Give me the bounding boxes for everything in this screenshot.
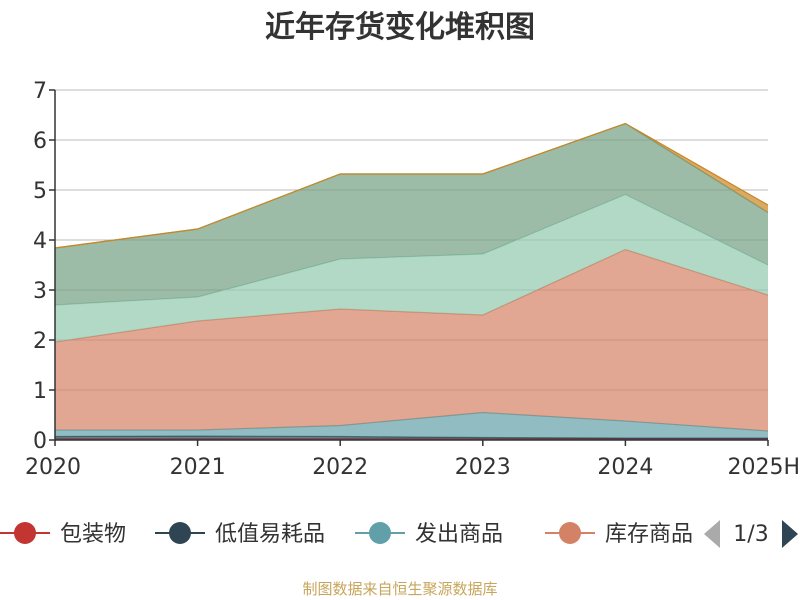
x-tick-label: 2023: [455, 455, 511, 480]
legend-label: 低值易耗品: [215, 522, 325, 547]
y-tick-label: 2: [33, 329, 47, 354]
legend-label: 发出商品: [415, 522, 503, 547]
x-tick-label: 2025H: [727, 455, 800, 480]
legend-item-3[interactable]: 库存商品: [545, 522, 693, 547]
x-tick-label: 2024: [597, 455, 653, 480]
area-series-line-6: [54, 122, 769, 249]
x-tick-label: 2020: [25, 455, 81, 480]
legend-marker: [369, 522, 391, 544]
axes: 0 1 2 3 4 5 6 7 2020 2021 2022 2023 2024 2025H: [25, 79, 800, 480]
y-tick-label: 4: [33, 229, 47, 254]
area-series-4: [55, 194, 768, 342]
legend[interactable]: 包装物 低值易耗品 发出商品 库存商品 1/3: [0, 520, 798, 548]
legend-marker: [169, 522, 191, 544]
legend-item-1[interactable]: 低值易耗品: [155, 522, 325, 547]
legend-label: 包装物: [60, 522, 126, 547]
legend-next-icon[interactable]: [782, 520, 798, 548]
y-tick-label: 1: [33, 379, 47, 404]
chart-title: 近年存货变化堆积图: [265, 10, 535, 45]
legend-prev-icon[interactable]: [704, 520, 720, 548]
legend-item-0[interactable]: 包装物: [0, 522, 126, 547]
y-tick-label: 0: [33, 429, 47, 454]
area-series-5: [55, 123, 768, 305]
area-series-3: [55, 249, 768, 431]
legend-marker: [14, 522, 36, 544]
legend-item-2[interactable]: 发出商品: [355, 522, 503, 547]
y-tick-label: 3: [33, 279, 47, 304]
source-note: 制图数据来自恒生聚源数据库: [302, 580, 497, 598]
y-tick-label: 5: [33, 179, 47, 204]
y-tick-label: 6: [33, 129, 47, 154]
legend-label: 库存商品: [605, 522, 693, 547]
area-layer: [54, 122, 769, 440]
legend-page-label: 1/3: [733, 522, 768, 547]
legend-marker: [559, 522, 581, 544]
y-tick-label: 7: [33, 79, 47, 104]
x-tick-label: 2021: [170, 455, 226, 480]
x-tick-label: 2022: [312, 455, 368, 480]
